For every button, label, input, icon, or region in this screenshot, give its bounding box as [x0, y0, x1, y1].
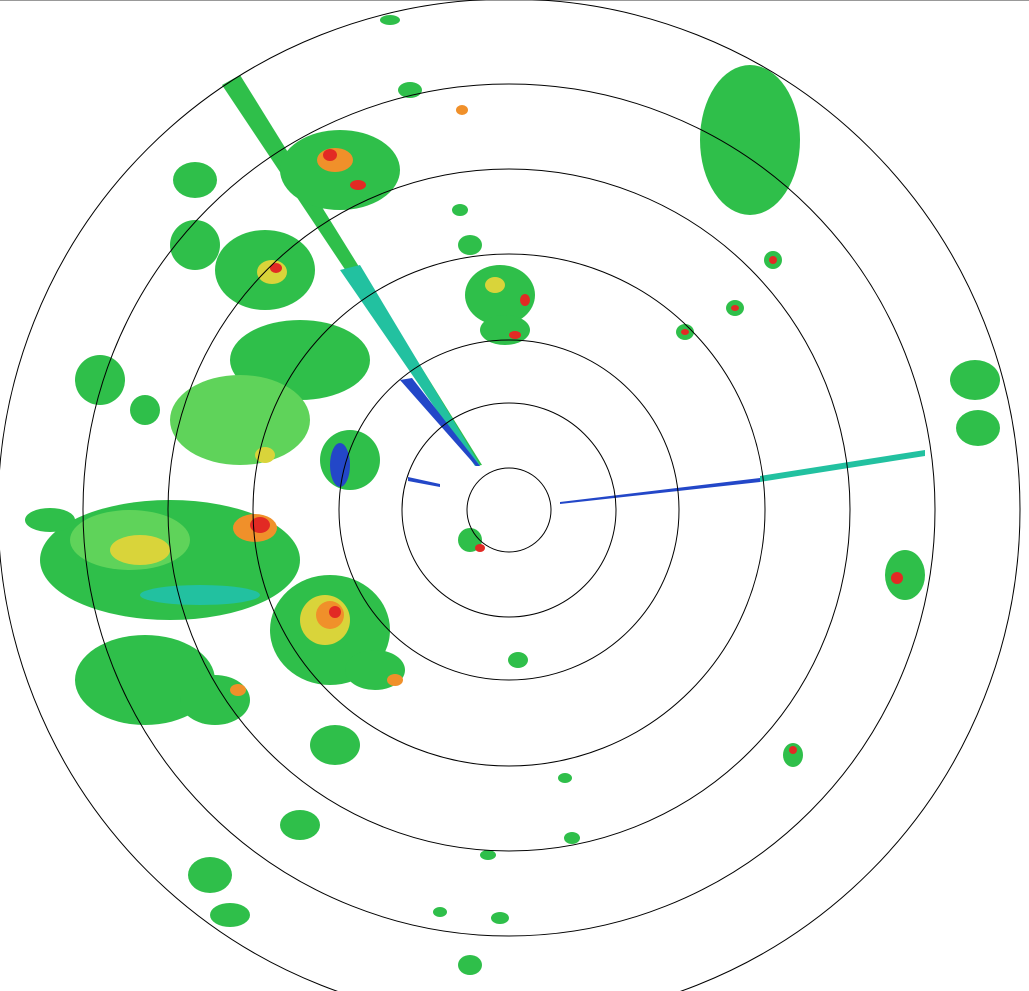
echo	[110, 535, 170, 565]
echo	[508, 652, 528, 668]
echo	[433, 907, 447, 917]
echo	[75, 355, 125, 405]
echo	[509, 331, 521, 339]
echo	[491, 912, 509, 924]
echo	[520, 294, 530, 306]
echo	[210, 903, 250, 927]
echo	[891, 572, 903, 584]
echo	[340, 265, 480, 466]
echo	[140, 585, 260, 605]
echo	[475, 544, 485, 552]
echo	[560, 478, 760, 504]
echo	[950, 360, 1000, 400]
echo	[323, 149, 337, 161]
echo	[270, 263, 282, 273]
echo	[458, 955, 482, 975]
echo	[250, 517, 270, 533]
echo	[280, 810, 320, 840]
echo	[350, 180, 366, 190]
echo	[257, 260, 287, 284]
echo	[320, 430, 380, 490]
echo	[956, 410, 1000, 446]
range-ring	[466, 467, 552, 553]
echo	[564, 832, 580, 844]
echo	[681, 329, 689, 335]
echo	[25, 508, 75, 532]
echo	[783, 743, 803, 767]
echo	[188, 857, 232, 893]
echo	[558, 773, 572, 783]
echo	[75, 635, 215, 725]
echo	[485, 277, 505, 293]
echo	[769, 256, 777, 264]
echo	[170, 220, 220, 270]
echo	[400, 378, 480, 466]
echo	[456, 105, 468, 115]
echo	[452, 204, 468, 216]
range-ring	[401, 402, 617, 618]
echo	[310, 725, 360, 765]
echo	[330, 443, 350, 487]
range-ring	[252, 253, 766, 767]
echo	[458, 235, 482, 255]
range-ring	[338, 339, 680, 681]
echo	[700, 65, 800, 215]
echo	[387, 674, 403, 686]
echo	[480, 850, 496, 860]
echo	[173, 162, 217, 198]
echo	[230, 684, 246, 696]
echo	[380, 15, 400, 25]
echo	[465, 265, 535, 325]
range-ring	[167, 168, 851, 852]
echo	[130, 395, 160, 425]
echo	[789, 746, 797, 754]
echo	[760, 450, 925, 482]
range-ring	[82, 83, 936, 937]
echo	[731, 305, 739, 311]
echo	[408, 477, 440, 487]
echo	[329, 606, 341, 618]
precipitation	[25, 15, 1000, 975]
echo	[885, 550, 925, 600]
echo	[170, 375, 310, 465]
